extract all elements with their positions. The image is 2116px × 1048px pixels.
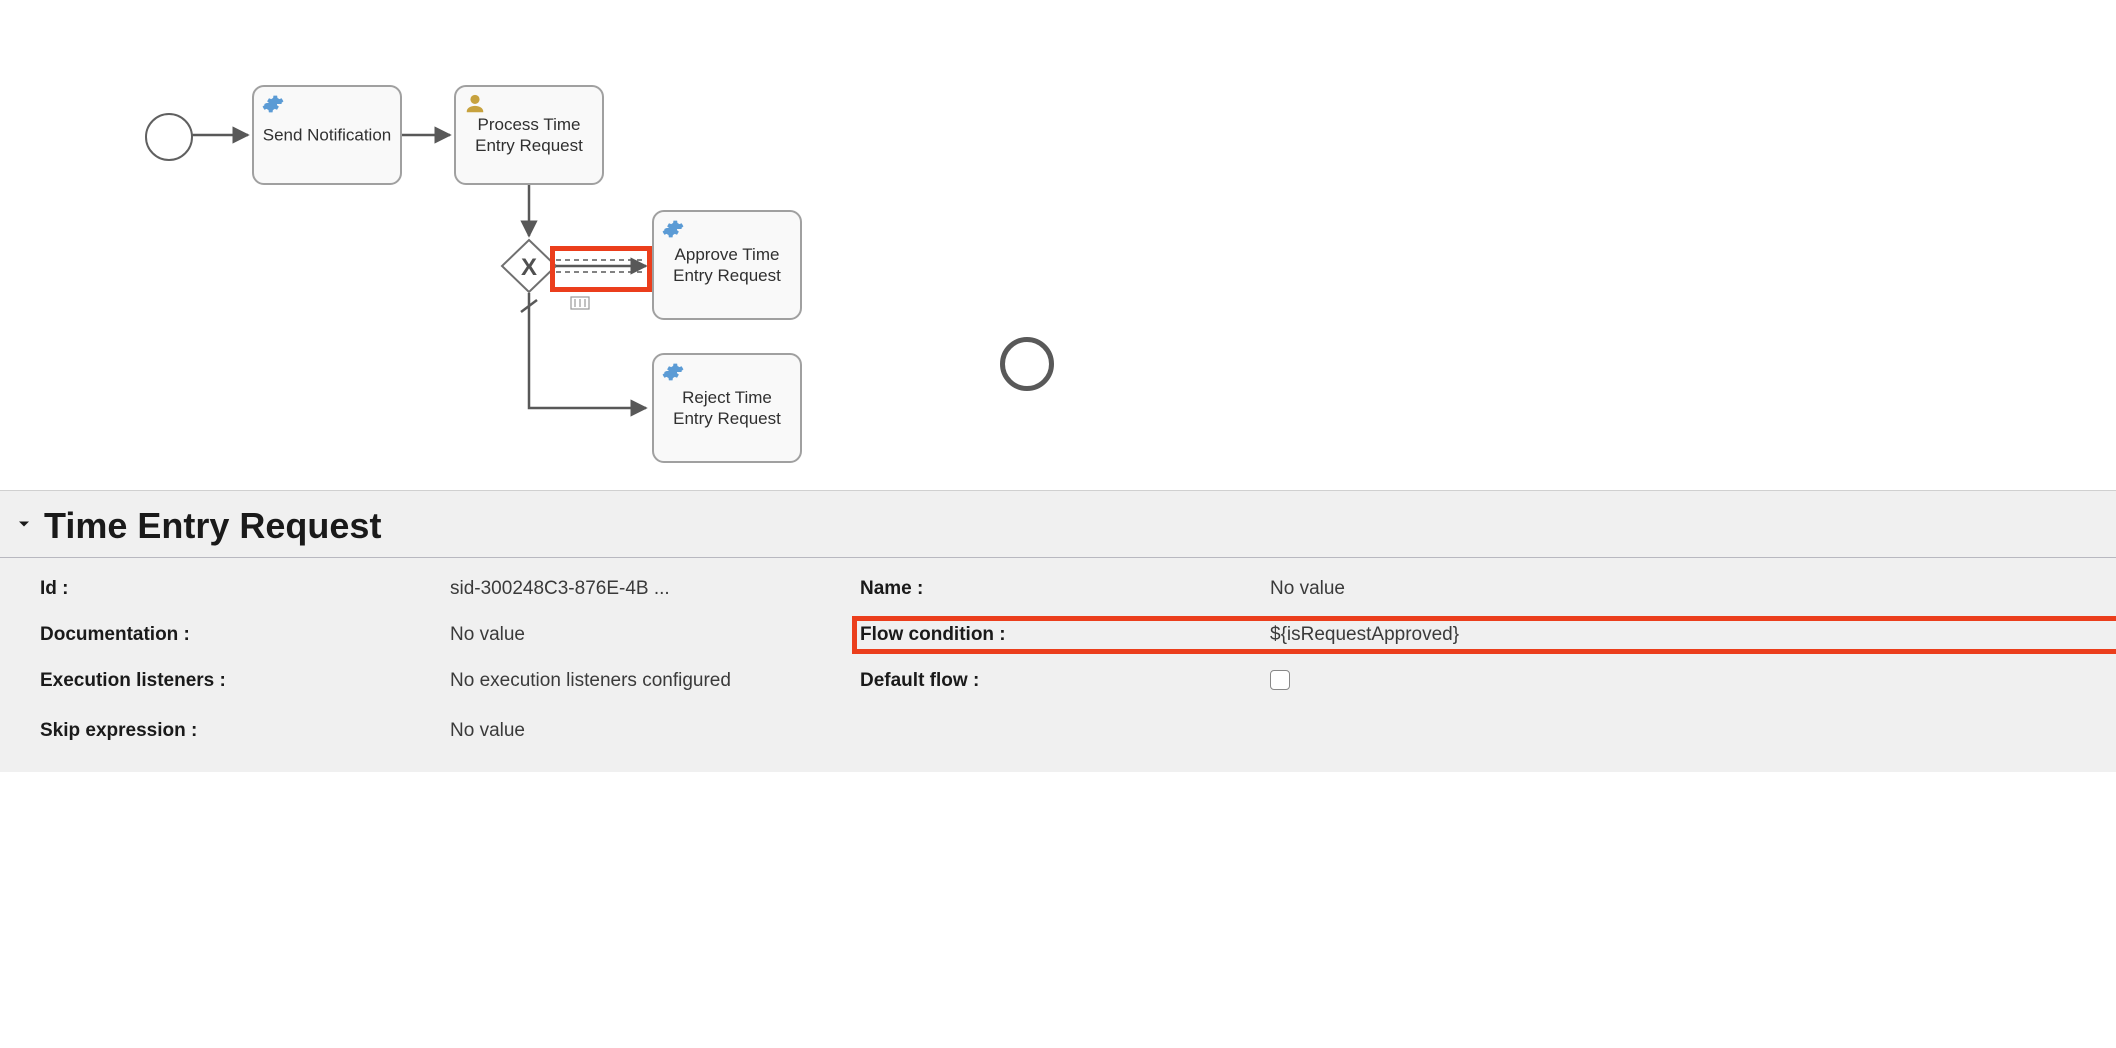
prop-default-flow-label: Default flow : [860,670,1270,696]
prop-id-label: Id : [40,578,450,600]
prop-listeners-label: Execution listeners : [40,670,450,696]
panel-title: Time Entry Request [44,505,381,547]
gear-icon [262,93,284,120]
selection-highlight [550,246,652,292]
panel-header[interactable]: Time Entry Request [0,491,2116,558]
task-label: Approve Time Entry Request [661,244,792,287]
start-event[interactable] [145,113,193,161]
task-label: Reject Time Entry Request [661,387,792,430]
task-reject[interactable]: Reject Time Entry Request [652,353,802,463]
prop-listeners-value[interactable]: No execution listeners configured [450,670,860,696]
task-process-time-entry[interactable]: Process Time Entry Request [454,85,604,185]
task-label: Send Notification [261,124,392,145]
svg-text:X: X [521,254,537,281]
end-event[interactable] [1000,337,1054,391]
gear-icon [662,361,684,388]
prop-flow-condition-label: Flow condition : [860,624,1270,646]
default-flow-checkbox[interactable] [1270,670,1290,690]
sequence-flow-reject[interactable] [521,293,646,408]
prop-skip-value[interactable]: No value [450,720,860,742]
prop-default-flow-value[interactable] [1270,670,2086,696]
gear-icon [662,218,684,245]
prop-name-value[interactable]: No value [1270,578,2086,600]
sequence-flow-approve[interactable] [556,260,646,309]
prop-id-value[interactable]: sid-300248C3-876E-4B ... [450,578,860,600]
prop-documentation-value[interactable]: No value [450,624,860,646]
prop-name-label: Name : [860,578,1270,600]
prop-flow-condition-value[interactable]: ${isRequestApproved} [1270,624,2086,646]
properties-panel: Time Entry Request Id : sid-300248C3-876… [0,490,2116,772]
prop-documentation-label: Documentation : [40,624,450,646]
chevron-down-icon [14,514,34,539]
exclusive-gateway[interactable]: X [502,240,556,292]
task-approve[interactable]: Approve Time Entry Request [652,210,802,320]
connectors-layer: X [0,0,2116,490]
bpmn-canvas[interactable]: X Send Notif [0,0,2116,490]
prop-skip-label: Skip expression : [40,720,450,742]
task-send-notification[interactable]: Send Notification [252,85,402,185]
task-label: Process Time Entry Request [463,114,594,157]
